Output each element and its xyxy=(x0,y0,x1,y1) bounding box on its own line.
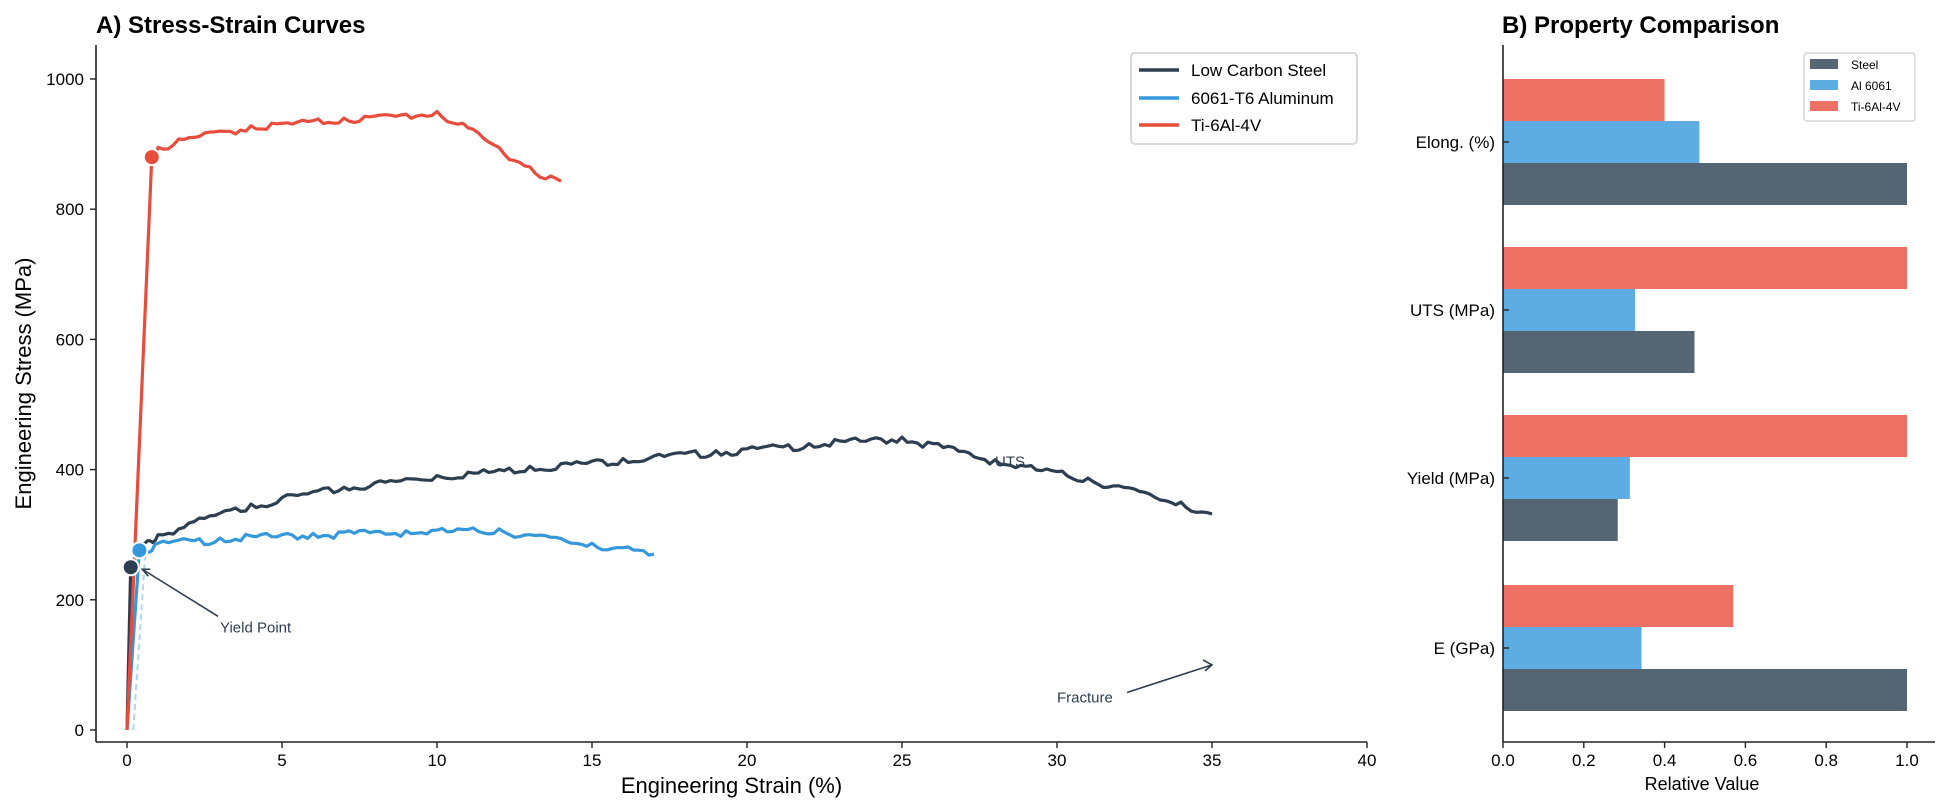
x-tick-label-a: 10 xyxy=(428,751,447,770)
x-tick-label-a: 15 xyxy=(583,751,602,770)
bar-ti-6al-4v-1 xyxy=(1503,415,1907,457)
x-tick-label-a: 40 xyxy=(1358,751,1377,770)
x-tick-label-a: 30 xyxy=(1048,751,1067,770)
bar-ti-6al-4v-3 xyxy=(1503,79,1665,121)
legend-b: Steel Al 6061 Ti-6Al-4V xyxy=(1803,52,1916,122)
annotation-fracture: Fracture xyxy=(1057,689,1113,706)
bar-steel-2 xyxy=(1503,331,1695,373)
property-bars xyxy=(1503,79,1907,711)
bar-steel-0 xyxy=(1503,669,1907,711)
bar-al-6061-1 xyxy=(1503,457,1630,499)
legend-b-label-steel: Steel xyxy=(1851,58,1878,72)
annotations: Yield Point UTS Fracture xyxy=(140,453,1214,706)
bar-al-6061-3 xyxy=(1503,121,1700,163)
y-tick-label-a: 400 xyxy=(56,461,84,480)
curve-low-carbon-steel xyxy=(125,435,1213,731)
x-tick-label-a: 35 xyxy=(1203,751,1222,770)
category-label: Yield (MPa) xyxy=(1407,469,1495,488)
legend-b-swatch-ti xyxy=(1810,101,1838,111)
x-tick-label-b: 0.8 xyxy=(1814,751,1838,770)
panel-b-title: B) Property Comparison xyxy=(1502,12,1779,39)
legend-a-label-titanium: Ti-6Al-4V xyxy=(1191,116,1262,135)
y-tick-label-a: 200 xyxy=(56,591,84,610)
category-label: UTS (MPa) xyxy=(1410,301,1495,320)
category-label: E (GPa) xyxy=(1434,639,1495,658)
panel-a-title: A) Stress-Strain Curves xyxy=(96,12,365,39)
x-tick-label-b: 0.2 xyxy=(1572,751,1596,770)
legend-b-swatch-steel xyxy=(1810,59,1838,69)
stress-strain-panel: A) Stress-Strain Curves Yield Point UTS … xyxy=(11,12,1376,798)
x-tick-label-a: 5 xyxy=(277,751,286,770)
y-axis-label-a: Engineering Stress (MPa) xyxy=(11,258,36,510)
bar-steel-3 xyxy=(1503,163,1907,205)
bar-steel-1 xyxy=(1503,499,1618,541)
legend-a: Low Carbon Steel 6061-T6 Aluminum Ti-6Al… xyxy=(1130,52,1358,145)
x-tick-label-b: 0.6 xyxy=(1734,751,1758,770)
offset-line xyxy=(132,550,147,731)
y-tick-label-a: 600 xyxy=(56,330,84,349)
x-tick-label-a: 25 xyxy=(893,751,912,770)
y-tick-label-a: 1000 xyxy=(46,70,84,89)
annotation-yield-point: Yield Point xyxy=(220,619,292,636)
x-axis-label-a: Engineering Strain (%) xyxy=(621,773,842,798)
x-axis-label-b: Relative Value xyxy=(1645,774,1760,794)
stress-strain-curves xyxy=(125,109,1213,731)
category-label: Elong. (%) xyxy=(1416,133,1495,152)
x-tick-label-b: 0.0 xyxy=(1491,751,1515,770)
axes-b: 0.0 0.2 0.4 0.6 0.8 1.0 E (GPa) Yield (MPa) UTS … xyxy=(1407,45,1935,770)
bar-ti-6al-4v-0 xyxy=(1503,585,1734,627)
legend-b-label-ti: Ti-6Al-4V xyxy=(1851,100,1901,114)
y-tick-label-a: 0 xyxy=(75,721,84,740)
bar-al-6061-0 xyxy=(1503,627,1642,669)
property-comparison-panel: B) Property Comparison 0.0 0.2 0.4 0.6 0.8 1.… xyxy=(1407,12,1935,794)
legend-b-swatch-al xyxy=(1810,80,1838,90)
yield-arrow xyxy=(141,568,219,618)
fracture-arrow xyxy=(1126,664,1213,694)
yield-markers xyxy=(121,148,161,577)
yield-arrowhead xyxy=(140,568,151,577)
x-tick-label-b: 0.4 xyxy=(1653,751,1677,770)
x-tick-label-b: 1.0 xyxy=(1895,751,1919,770)
x-tick-label-a: 20 xyxy=(738,751,757,770)
curve-6061-t6-aluminum xyxy=(125,526,655,731)
yield-marker-2 xyxy=(142,148,161,167)
annotation-uts: UTS xyxy=(995,453,1025,470)
yield-marker-1 xyxy=(130,541,149,560)
bar-ti-6al-4v-2 xyxy=(1503,247,1907,289)
yield-marker-0 xyxy=(121,558,140,577)
fracture-arrowhead xyxy=(1202,659,1214,672)
x-tick-label-a: 0 xyxy=(122,751,131,770)
legend-a-frame xyxy=(1130,52,1358,145)
bar-al-6061-2 xyxy=(1503,289,1636,331)
legend-a-label-steel: Low Carbon Steel xyxy=(1191,61,1326,80)
legend-b-label-al: Al 6061 xyxy=(1851,79,1892,93)
y-tick-label-a: 800 xyxy=(56,200,84,219)
curve-ti-6al-4v xyxy=(125,109,562,731)
legend-a-label-aluminum: 6061-T6 Aluminum xyxy=(1191,89,1334,108)
